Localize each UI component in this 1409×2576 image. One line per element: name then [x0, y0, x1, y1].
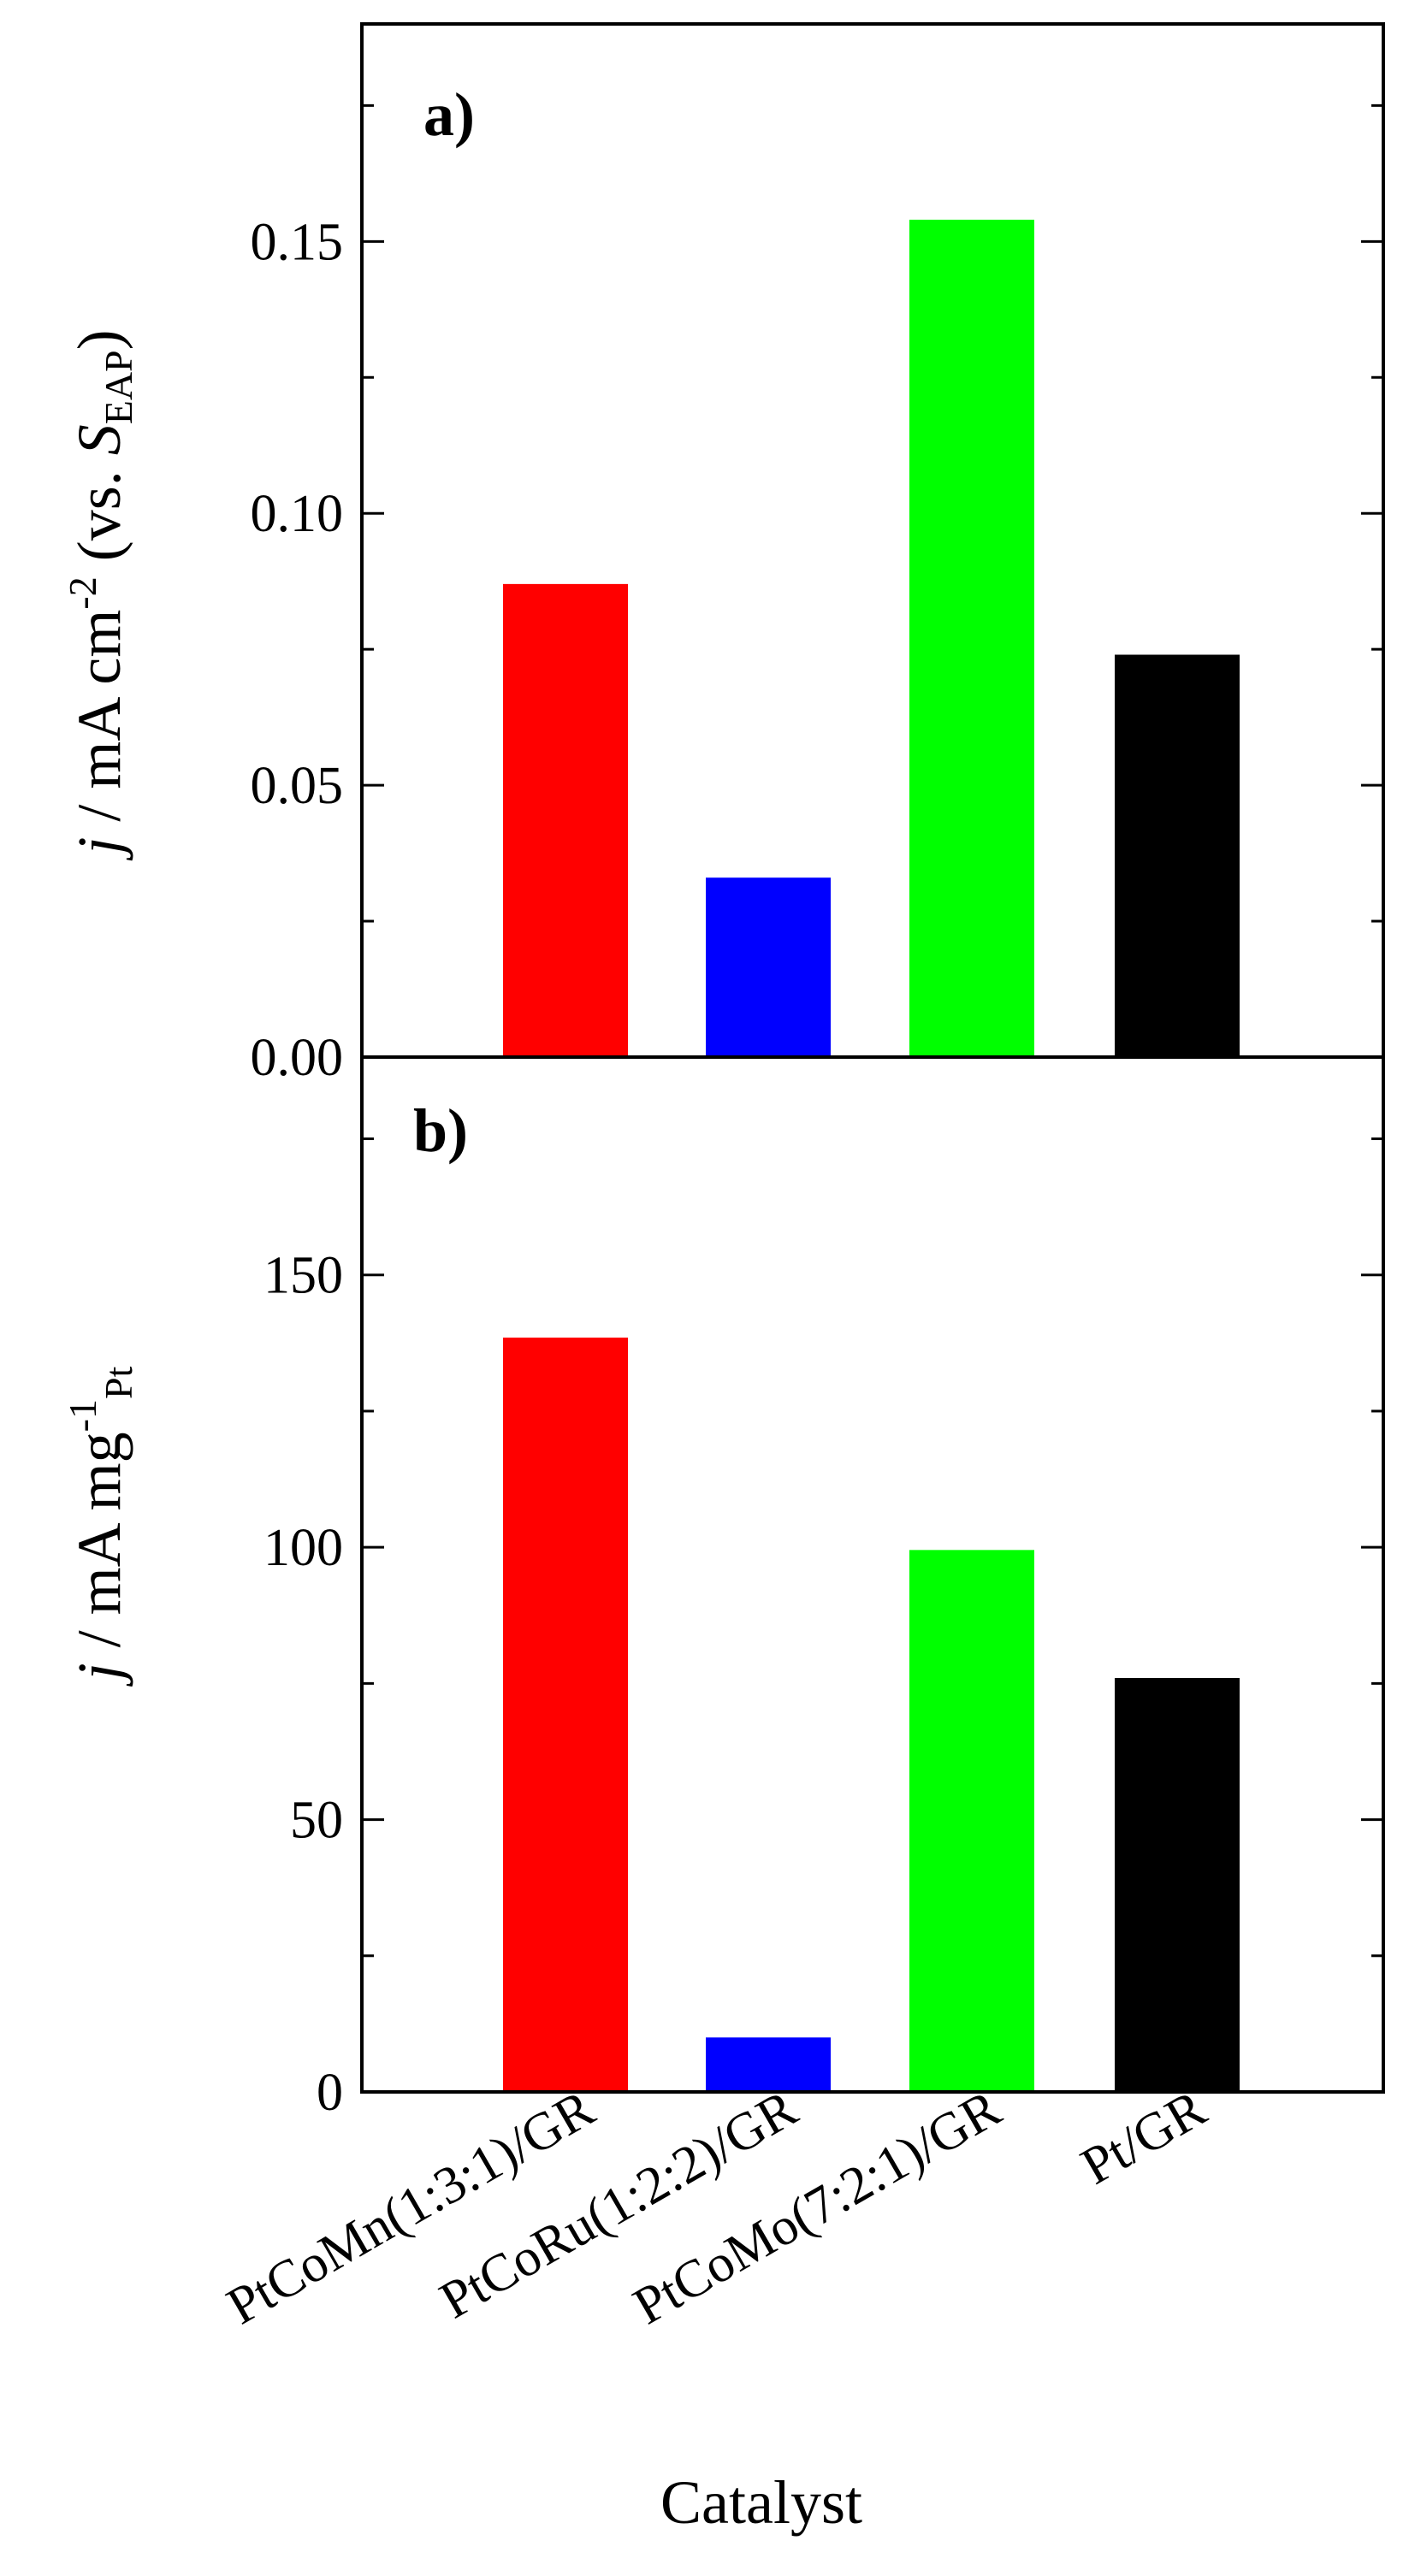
category-labels: PtCoMn(1:3:1)/GRPtCoRu(1:2:2)/GRPtCoMo(7… [217, 2079, 1216, 2336]
y-tick-label-a: 0.00 [251, 1029, 344, 1087]
x-tick-label: PtCoRu(1:2:2)/GR [430, 2079, 807, 2330]
bars-a [503, 219, 1240, 1057]
y-axis-title-b-exp: -1 [61, 1399, 104, 1432]
y-axis-title-a-exp: -2 [61, 576, 104, 609]
ticks-b: 0 50 100 150 [263, 1137, 1383, 2122]
y-tick-label-b: 150 [263, 1247, 343, 1305]
bar-b-1 [503, 1337, 628, 2092]
panel-label-b: b) [413, 1096, 468, 1165]
bar-b-4 [1115, 1678, 1240, 2092]
y-axis-title-b-unit: / mA mg [65, 1432, 133, 1663]
y-axis-title-b-sub: Pt [97, 1366, 140, 1399]
y-axis-title-a-s-sub: EAP [97, 350, 140, 424]
y-axis-title-b: j / mA mg-1Pt [61, 1366, 140, 1687]
bar-b-3 [909, 1550, 1034, 2092]
y-tick-label-b: 50 [290, 1792, 343, 1850]
y-tick-label-a: 0.15 [251, 213, 344, 271]
y-axis-title-a: j / mA cm-2 (vs. SEAP) [61, 329, 140, 860]
x-axis-title: Catalyst [660, 2468, 862, 2537]
bar-a-1 [503, 583, 628, 1057]
y-axis-title-b-j: j [65, 1663, 133, 1687]
bar-a-4 [1115, 654, 1240, 1057]
y-axis-title-a-unit: / mA cm [65, 610, 133, 837]
x-tick-label: PtCoMo(7:2:1)/GR [624, 2079, 1010, 2336]
y-tick-label-b: 0 [317, 2064, 343, 2122]
y-tick-label-a: 0.10 [251, 485, 344, 543]
x-tick-label: PtCoMn(1:3:1)/GR [217, 2079, 604, 2336]
bar-b-2 [706, 2037, 831, 2092]
y-axis-title-a-s: S [65, 424, 133, 455]
y-axis-title-a-j: j [65, 837, 133, 861]
bar-a-2 [706, 877, 831, 1057]
panel-a: 0.00 0.05 0.10 0.15 a) j / mA cm-2 (vs. SEA… [61, 22, 1385, 1087]
ticks-a: 0.00 0.05 0.10 0.15 [251, 103, 1383, 1087]
panel-b: 0 50 100 150 b) j / mA mg-1Pt [61, 1055, 1385, 2122]
y-tick-label-b: 100 [263, 1519, 343, 1577]
y-axis-title-a-vs: (vs. [65, 455, 133, 576]
y-tick-label-a: 0.05 [251, 757, 344, 815]
bar-a-3 [909, 219, 1034, 1057]
panel-label-a: a) [423, 80, 475, 149]
plot-frame-b [360, 1055, 1385, 2094]
bars-b [503, 1337, 1240, 2092]
y-axis-title-a-close: ) [65, 329, 133, 350]
x-tick-label: Pt/GR [1072, 2079, 1217, 2196]
